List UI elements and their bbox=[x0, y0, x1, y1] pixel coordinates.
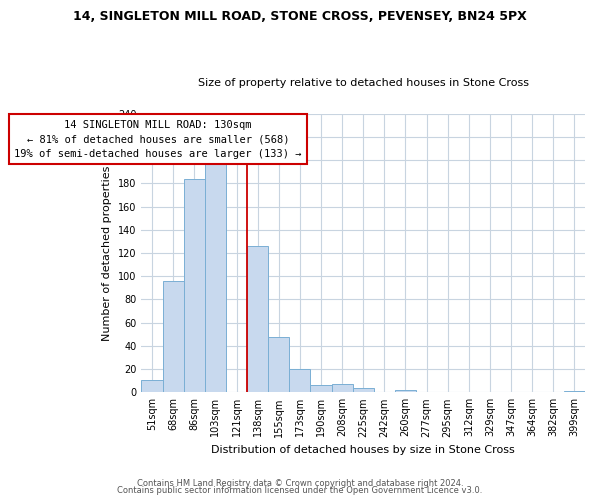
Bar bbox=[142, 380, 163, 392]
X-axis label: Distribution of detached houses by size in Stone Cross: Distribution of detached houses by size … bbox=[211, 445, 515, 455]
Text: 14, SINGLETON MILL ROAD, STONE CROSS, PEVENSEY, BN24 5PX: 14, SINGLETON MILL ROAD, STONE CROSS, PE… bbox=[73, 10, 527, 23]
Text: 14 SINGLETON MILL ROAD: 130sqm
← 81% of detached houses are smaller (568)
19% of: 14 SINGLETON MILL ROAD: 130sqm ← 81% of … bbox=[14, 120, 302, 159]
Bar bbox=[247, 246, 268, 392]
Bar bbox=[184, 179, 205, 392]
Bar bbox=[353, 388, 374, 392]
Bar bbox=[268, 336, 289, 392]
Text: Contains HM Land Registry data © Crown copyright and database right 2024.: Contains HM Land Registry data © Crown c… bbox=[137, 478, 463, 488]
Title: Size of property relative to detached houses in Stone Cross: Size of property relative to detached ho… bbox=[198, 78, 529, 88]
Bar bbox=[564, 391, 585, 392]
Bar bbox=[289, 369, 310, 392]
Bar bbox=[163, 281, 184, 392]
Bar bbox=[310, 386, 332, 392]
Y-axis label: Number of detached properties: Number of detached properties bbox=[103, 166, 112, 340]
Bar bbox=[205, 159, 226, 392]
Text: Contains public sector information licensed under the Open Government Licence v3: Contains public sector information licen… bbox=[118, 486, 482, 495]
Bar bbox=[395, 390, 416, 392]
Bar bbox=[332, 384, 353, 392]
